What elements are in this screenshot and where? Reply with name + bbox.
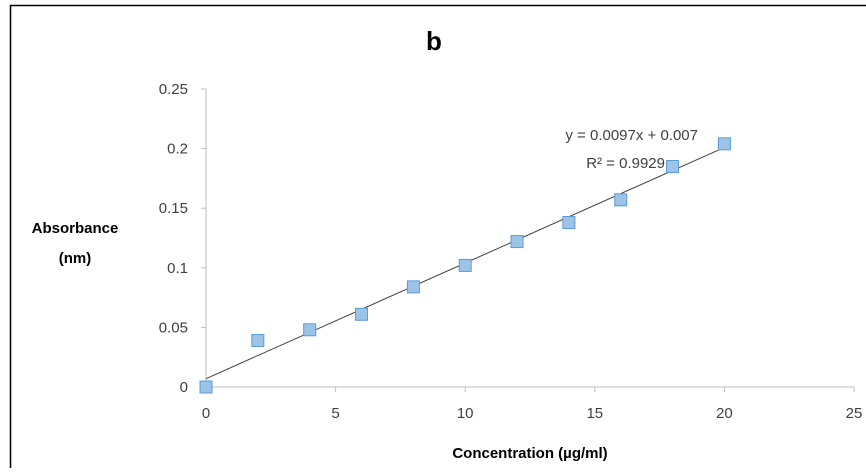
x-tick-label: 0 (202, 405, 210, 422)
y-axis-label-line-1: Absorbance (32, 220, 119, 237)
y-tick-label: 0.15 (159, 200, 188, 217)
data-point (355, 307, 369, 321)
data-point (406, 280, 420, 294)
y-tick-label: 0.2 (167, 141, 188, 158)
data-point (458, 258, 472, 272)
trendline-r-squared: R² = 0.9929 (586, 155, 665, 172)
x-tick-label: 20 (716, 405, 733, 422)
y-tick-label: 0.1 (167, 260, 188, 277)
data-point (614, 193, 628, 207)
x-tick-label: 10 (457, 405, 474, 422)
data-point (562, 216, 576, 230)
data-point (199, 380, 213, 394)
trendline-equation: y = 0.0097x + 0.007 (565, 127, 698, 144)
data-point (717, 137, 731, 151)
y-tick-label: 0 (180, 379, 188, 396)
plot-area: 0 0.05 0.1 0.15 0.2 0.25 0 5 10 15 20 25 (159, 81, 863, 422)
x-tick-label: 15 (586, 405, 603, 422)
data-point (303, 323, 317, 337)
x-tick-label: 25 (846, 405, 863, 422)
data-point (666, 159, 680, 173)
x-axis-label: Concentration (µg/ml) (452, 445, 607, 462)
x-tick-label: 5 (331, 405, 339, 422)
y-tick-label: 0.05 (159, 319, 188, 336)
y-tick-label: 0.25 (159, 81, 188, 98)
y-axis-label-line-2: (nm) (59, 250, 92, 267)
data-point (251, 334, 265, 348)
chart-title: b (426, 26, 442, 56)
data-point (510, 235, 524, 249)
